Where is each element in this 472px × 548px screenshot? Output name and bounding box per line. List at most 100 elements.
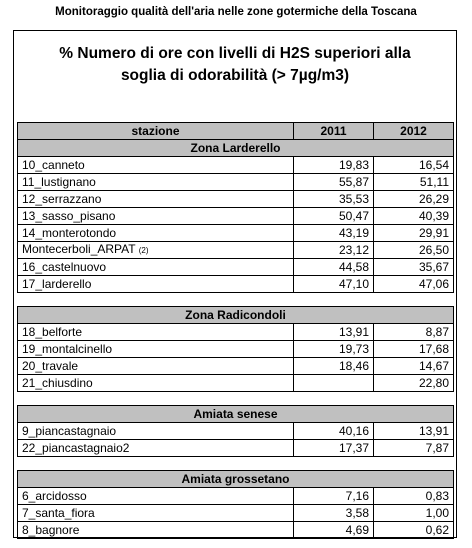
station-name: 16_castelnuovo [22, 259, 107, 274]
table-title-line2: soglia di odorabilità (> 7µg/m3) [120, 67, 350, 84]
table-row: 18_belforte 13,91 8,87 [17, 323, 454, 341]
value-2011-cell: 23,12 [293, 241, 374, 259]
zone-header-row: Zona Radicondoli [17, 306, 454, 324]
zone-name: Zona Radicondoli [17, 306, 454, 324]
table-row: 7_santa_fiora 3,58 1,00 [17, 504, 454, 522]
station-cell: 21_chiusdino [17, 374, 294, 392]
column-header-station: stazione [17, 122, 294, 140]
station-cell: 9_piancastagnaio [17, 422, 294, 440]
data-table: stazione 2011 2012 Zona Larderello 10_can… [17, 122, 454, 539]
value-2012-cell: 16,54 [373, 156, 454, 174]
table-row: 6_arcidosso 7,16 0,83 [17, 487, 454, 505]
value-2011-cell: 19,83 [293, 156, 374, 174]
table-row: 19_montalcinello 19,73 17,68 [17, 340, 454, 358]
value-2011-cell: 19,73 [293, 340, 374, 358]
station-name: 11_lustignano [22, 174, 96, 189]
station-cell: 16_castelnuovo [17, 258, 294, 276]
station-cell: 8_bagnore [17, 521, 294, 539]
value-2011-cell: 47,10 [293, 275, 374, 293]
table-row: 10_canneto 19,83 16,54 [17, 156, 454, 174]
value-2011-cell: 35,53 [293, 190, 374, 208]
zone-name: Amiata senese [17, 405, 454, 423]
value-2012-cell: 17,68 [373, 340, 454, 358]
table-title: % Numero di ore con livelli di H2S super… [14, 43, 456, 87]
value-2012-cell: 8,87 [373, 323, 454, 341]
column-header-2012: 2012 [373, 122, 454, 140]
section-spacer [17, 456, 454, 471]
table-row: 14_monterotondo 43,19 29,91 [17, 224, 454, 242]
station-cell: 22_piancastagnaio2 [17, 439, 294, 457]
station-cell: 17_larderello [17, 275, 294, 293]
section-spacer [17, 292, 454, 307]
value-2012-cell: 26,29 [373, 190, 454, 208]
value-2011-cell: 44,58 [293, 258, 374, 276]
station-cell: 19_montalcinello [17, 340, 294, 358]
station-name: 18_belforte [22, 324, 83, 339]
station-cell: 6_arcidosso [17, 487, 294, 505]
zone-name: Zona Larderello [17, 139, 454, 157]
value-2011-cell: 55,87 [293, 173, 374, 191]
value-2012-cell: 35,67 [373, 258, 454, 276]
zone-header-row: Amiata grossetano [17, 470, 454, 488]
station-name: Montecerboli_ARPAT [22, 242, 136, 257]
table-row: 11_lustignano 55,87 51,11 [17, 173, 454, 191]
value-2012-cell: 40,39 [373, 207, 454, 225]
station-cell: 18_belforte [17, 323, 294, 341]
table-row: 16_castelnuovo 44,58 35,67 [17, 258, 454, 276]
value-2012-cell: 29,91 [373, 224, 454, 242]
table-row: Montecerboli_ARPAT (2) 23,12 26,50 [17, 241, 454, 259]
value-2012-cell: 47,06 [373, 275, 454, 293]
value-2011-cell [293, 374, 374, 392]
table-row: 22_piancastagnaio2 17,37 7,87 [17, 439, 454, 457]
table-row: 21_chiusdino 22,80 [17, 374, 454, 392]
value-2012-cell: 0,62 [373, 521, 454, 539]
value-2011-cell: 7,16 [293, 487, 374, 505]
table-row: 20_travale 18,46 14,67 [17, 357, 454, 375]
station-name: 6_arcidosso [22, 488, 87, 503]
value-2011-cell: 3,58 [293, 504, 374, 522]
station-name: 12_serrazzano [22, 191, 102, 206]
value-2011-cell: 50,47 [293, 207, 374, 225]
page-heading: Monitoraggio qualità dell'aria nelle zon… [55, 6, 417, 18]
station-name: 21_chiusdino [22, 375, 93, 390]
station-name: 9_piancastagnaio [22, 423, 117, 438]
station-cell: 14_monterotondo [17, 224, 294, 242]
section-spacer [17, 391, 454, 406]
column-header-2011: 2011 [293, 122, 374, 140]
station-name: 19_montalcinello [22, 341, 113, 356]
value-2012-cell: 1,00 [373, 504, 454, 522]
station-footnote: (2) [138, 246, 149, 255]
table-row: 17_larderello 47,10 47,06 [17, 275, 454, 293]
station-cell: 13_sasso_pisano [17, 207, 294, 225]
station-name: 22_piancastagnaio2 [22, 440, 130, 455]
zone-header-row: Amiata senese [17, 405, 454, 423]
spacer-cell [17, 456, 454, 471]
station-cell: 10_canneto [17, 156, 294, 174]
value-2012-cell: 14,67 [373, 357, 454, 375]
value-2011-cell: 40,16 [293, 422, 374, 440]
value-2011-cell: 43,19 [293, 224, 374, 242]
value-2011-cell: 18,46 [293, 357, 374, 375]
station-name: 8_bagnore [22, 522, 80, 537]
value-2011-cell: 17,37 [293, 439, 374, 457]
station-cell: 12_serrazzano [17, 190, 294, 208]
station-name: 20_travale [22, 358, 79, 373]
spacer-cell [17, 292, 454, 307]
table-frame: % Numero di ore con livelli di H2S super… [13, 30, 457, 539]
value-2012-cell: 13,91 [373, 422, 454, 440]
station-cell: Montecerboli_ARPAT (2) [17, 241, 294, 259]
value-2011-cell: 4,69 [293, 521, 374, 539]
zone-header-row: Zona Larderello [17, 139, 454, 157]
table-row: 13_sasso_pisano 50,47 40,39 [17, 207, 454, 225]
value-2012-cell: 26,50 [373, 241, 454, 259]
value-2011-cell: 13,91 [293, 323, 374, 341]
station-name: 17_larderello [22, 276, 92, 291]
table-title-line1: % Numero di ore con livelli di H2S super… [59, 45, 411, 62]
station-cell: 11_lustignano [17, 173, 294, 191]
station-name: 10_canneto [22, 157, 85, 172]
station-cell: 20_travale [17, 357, 294, 375]
station-name: 7_santa_fiora [22, 505, 95, 520]
zone-name: Amiata grossetano [17, 470, 454, 488]
table-row: 12_serrazzano 35,53 26,29 [17, 190, 454, 208]
station-name: 14_monterotondo [22, 225, 117, 240]
